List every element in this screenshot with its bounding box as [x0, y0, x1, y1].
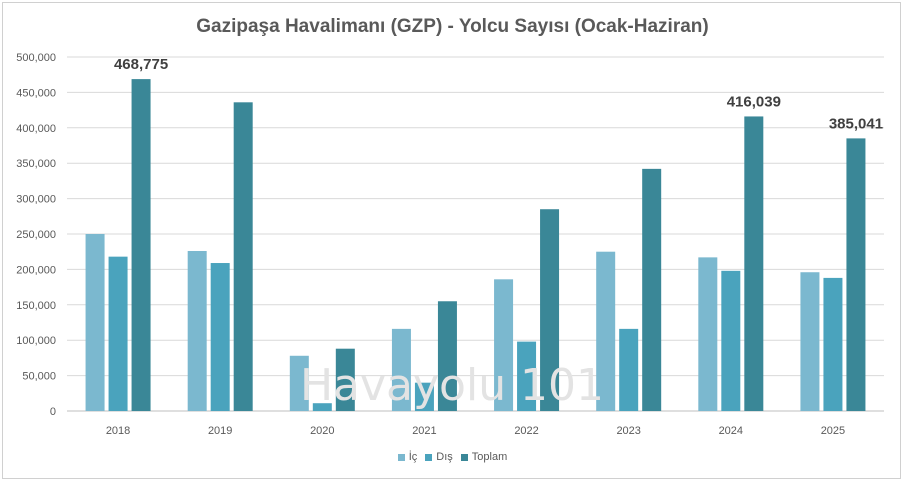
- bar-i̇ç-2025: [800, 272, 820, 411]
- bar-i̇ç-2019: [187, 250, 207, 411]
- data-label: 385,041: [829, 115, 883, 132]
- bar-dış-2020: [312, 403, 332, 411]
- x-tick-label: 2025: [821, 425, 845, 437]
- legend-item-dış: Dış: [425, 451, 453, 463]
- bar-toplam-2025: [846, 138, 866, 411]
- bars: [85, 79, 866, 411]
- data-labels: 468,775 416,039 385,041: [114, 56, 883, 132]
- bar-dış-2023: [619, 328, 639, 411]
- legend-item-i̇ç: İç: [397, 451, 418, 463]
- bar-dış-2025: [823, 277, 843, 411]
- bar-toplam-2023: [642, 168, 662, 411]
- y-tick-label: 0: [50, 406, 56, 418]
- bar-dış-2022: [517, 341, 537, 411]
- y-axis: 0 50,000 100,000 150,000 200,000 250,000 300,0…: [16, 52, 56, 418]
- chart-title: Gazipaşa Havalimanı (GZP) - Yolcu Sayısı…: [196, 16, 709, 37]
- bar-dış-2018: [108, 256, 128, 411]
- x-tick-label: 2024: [719, 425, 743, 437]
- bar-toplam-2020: [335, 348, 355, 411]
- y-tick-label: 250,000: [16, 229, 56, 241]
- x-tick-label: 2018: [106, 425, 130, 437]
- legend-label: Toplam: [471, 451, 508, 463]
- legend-swatch: [460, 453, 468, 461]
- y-tick-label: 150,000: [16, 300, 56, 312]
- y-tick-label: 100,000: [16, 335, 56, 347]
- y-tick-label: 500,000: [16, 52, 56, 64]
- x-tick-label: 2023: [616, 425, 640, 437]
- x-tick-label: 2022: [514, 425, 538, 437]
- y-tick-label: 300,000: [16, 194, 56, 206]
- y-tick-label: 400,000: [16, 123, 56, 135]
- bar-dış-2021: [414, 382, 434, 411]
- bar-i̇ç-2020: [289, 355, 309, 411]
- bar-i̇ç-2024: [698, 257, 718, 411]
- y-tick-label: 50,000: [22, 371, 56, 383]
- x-tick-label: 2021: [412, 425, 436, 437]
- x-axis: 2018 2019 2020 2021 2022 2023 2024 2025: [106, 425, 845, 437]
- data-label: 416,039: [727, 93, 781, 110]
- x-tick-label: 2020: [310, 425, 334, 437]
- legend-label: Dış: [436, 451, 453, 463]
- bar-toplam-2024: [744, 116, 764, 411]
- bar-toplam-2022: [540, 209, 560, 411]
- watermark: Havayolu 101: [300, 360, 604, 411]
- bar-toplam-2018: [131, 79, 151, 411]
- bar-i̇ç-2022: [494, 279, 514, 411]
- y-tick-label: 450,000: [16, 87, 56, 99]
- legend-label: İç: [408, 451, 418, 463]
- data-label: 468,775: [114, 56, 168, 73]
- y-tick-label: 350,000: [16, 158, 56, 170]
- bar-i̇ç-2018: [85, 234, 105, 411]
- bar-dış-2024: [721, 270, 741, 411]
- bar-dış-2019: [210, 263, 230, 411]
- bar-toplam-2019: [233, 102, 253, 411]
- legend: İç Dış Toplam: [0, 451, 905, 464]
- bar-i̇ç-2021: [391, 328, 411, 411]
- bar-i̇ç-2023: [596, 251, 616, 411]
- legend-item-toplam: Toplam: [460, 451, 508, 463]
- x-tick-label: 2019: [208, 425, 232, 437]
- y-tick-label: 200,000: [16, 264, 56, 276]
- bar-toplam-2021: [437, 301, 457, 411]
- legend-swatch: [425, 453, 433, 461]
- legend-swatch: [397, 453, 405, 461]
